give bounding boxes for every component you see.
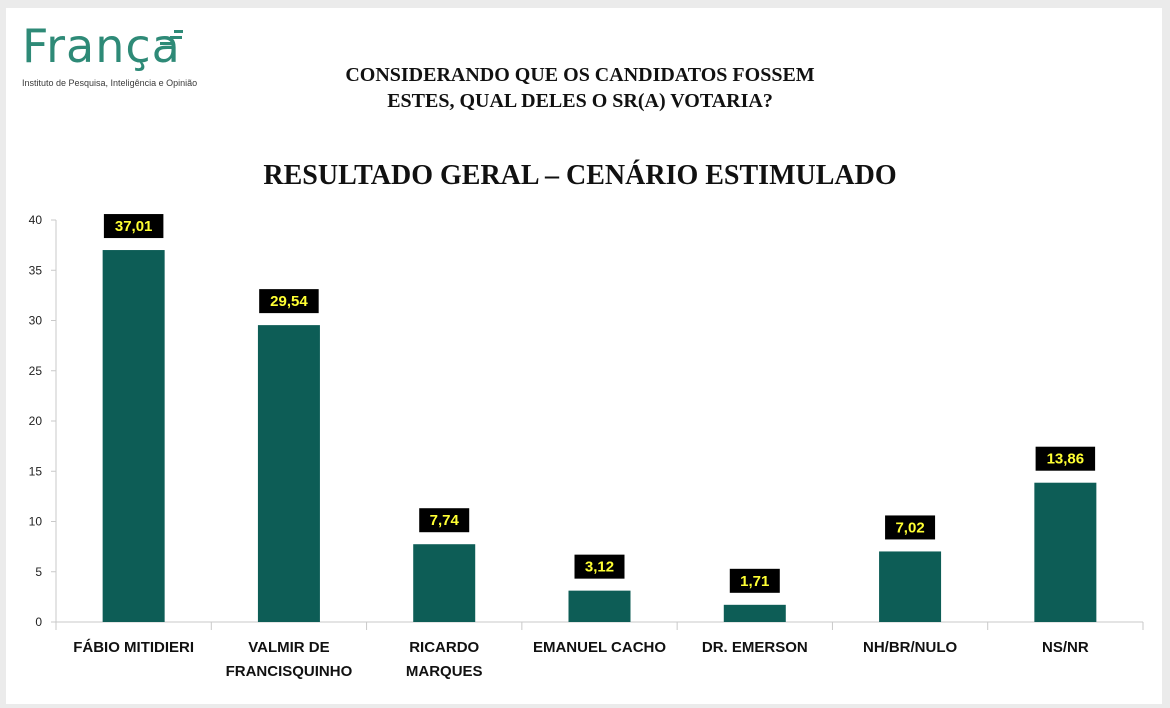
data-label-box (885, 515, 936, 540)
data-label: 29,54 (270, 293, 308, 310)
y-tick-label: 0 (35, 615, 42, 629)
bar (723, 604, 786, 622)
data-label-box (103, 214, 164, 239)
y-tick-label: 25 (29, 364, 43, 378)
data-label: 3,12 (585, 559, 614, 576)
chart-title: RESULTADO GERAL – CENÁRIO ESTIMULADO (263, 160, 897, 191)
data-label: 7,02 (895, 519, 924, 536)
brand-tagline: Instituto de Pesquisa, Inteligência e Op… (22, 78, 198, 88)
x-tick-label: DR. EMERSON (702, 639, 808, 656)
y-tick-label: 40 (29, 213, 43, 227)
y-tick-label: 30 (29, 314, 43, 328)
data-label: 1,71 (740, 573, 769, 590)
x-tick-label: NS/NR (1042, 639, 1089, 656)
x-tick-label: FRANCISQUINHO (226, 663, 353, 680)
data-label-box (419, 508, 470, 533)
brand-name: França (22, 19, 181, 73)
x-tick-label: FÁBIO MITIDIERI (73, 639, 194, 656)
y-tick-label: 20 (29, 414, 43, 428)
data-label-box (259, 289, 319, 314)
data-label: 37,01 (115, 218, 153, 235)
brand-mark-icon (160, 30, 183, 45)
y-tick-label: 10 (29, 515, 43, 529)
x-tick-label: MARQUES (406, 663, 483, 680)
bar (568, 590, 631, 622)
question-line-1: CONSIDERANDO QUE OS CANDIDATOS FOSSEM (345, 64, 815, 86)
data-label-box (574, 554, 625, 579)
bar (1034, 482, 1097, 622)
brand-logo: França Instituto de Pesquisa, Inteligênc… (22, 22, 197, 88)
bar (257, 325, 320, 622)
y-tick-label: 15 (29, 464, 43, 478)
data-label-box (729, 568, 780, 593)
y-tick-label: 35 (29, 263, 43, 277)
x-tick-label: RICARDO (409, 639, 479, 656)
data-label: 7,74 (430, 512, 460, 529)
bar (413, 544, 476, 622)
data-label-box (1035, 446, 1096, 471)
x-tick-label: VALMIR DE (248, 639, 329, 656)
y-tick-label: 5 (35, 565, 42, 579)
slide (6, 8, 1162, 704)
bar (102, 250, 165, 622)
x-tick-label: NH/BR/NULO (863, 639, 957, 656)
survey-question: CONSIDERANDO QUE OS CANDIDATOS FOSSEM ES… (240, 62, 920, 114)
bar (879, 551, 942, 622)
data-label: 13,86 (1047, 451, 1085, 468)
x-tick-label: EMANUEL CACHO (533, 639, 666, 656)
question-line-2: ESTES, QUAL DELES O SR(A) VOTARIA? (387, 90, 773, 112)
